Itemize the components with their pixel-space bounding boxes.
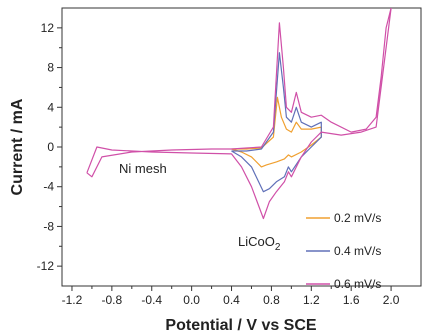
annotation-licoo2-base: LiCoO	[238, 234, 275, 249]
y-tick-label: 0	[47, 140, 54, 154]
annotation-ni-mesh: Ni mesh	[119, 161, 167, 176]
annotation-licoo2-subscript: 2	[275, 242, 281, 253]
annotation-licoo2: LiCoO2	[238, 234, 281, 253]
x-tick-label: 2.0	[383, 293, 400, 307]
y-axis-title: Current / mA	[9, 98, 26, 195]
y-tick-label: 8	[47, 61, 54, 75]
x-axis-title: Potential / V vs SCE	[165, 317, 316, 334]
y-tick-label: -4	[43, 180, 54, 194]
x-tick-label: 0.0	[183, 293, 200, 307]
series-line-2	[231, 52, 322, 193]
x-tick-label: -1.2	[62, 293, 83, 307]
x-tick-label: 0.4	[223, 293, 240, 307]
legend: 0.2 mV/s 0.4 mV/s 0.6 mV/s	[306, 211, 381, 291]
legend-label-1: 0.2 mV/s	[334, 211, 381, 225]
axis-ticks: -1.2 -0.8 -0.4 0.0 0.4 0.8 1.2 1.6 2.0 12 8 4 0 -4 -8 -…	[37, 21, 400, 307]
x-tick-label: 1.6	[343, 293, 360, 307]
y-tick-label: -12	[37, 259, 55, 273]
series-lines	[86, 8, 392, 220]
x-tick-label: 1.2	[303, 293, 320, 307]
y-tick-label: -8	[43, 219, 54, 233]
x-tick-label: -0.8	[102, 293, 123, 307]
series-line-1	[231, 96, 322, 168]
legend-label-2: 0.4 mV/s	[334, 244, 381, 258]
y-tick-label: 4	[47, 100, 54, 114]
legend-label-3: 0.6 mV/s	[334, 277, 381, 291]
series-line-3	[86, 8, 392, 220]
x-tick-label: -0.4	[141, 293, 162, 307]
y-tick-label: 12	[41, 21, 55, 35]
x-tick-label: 0.8	[263, 293, 280, 307]
